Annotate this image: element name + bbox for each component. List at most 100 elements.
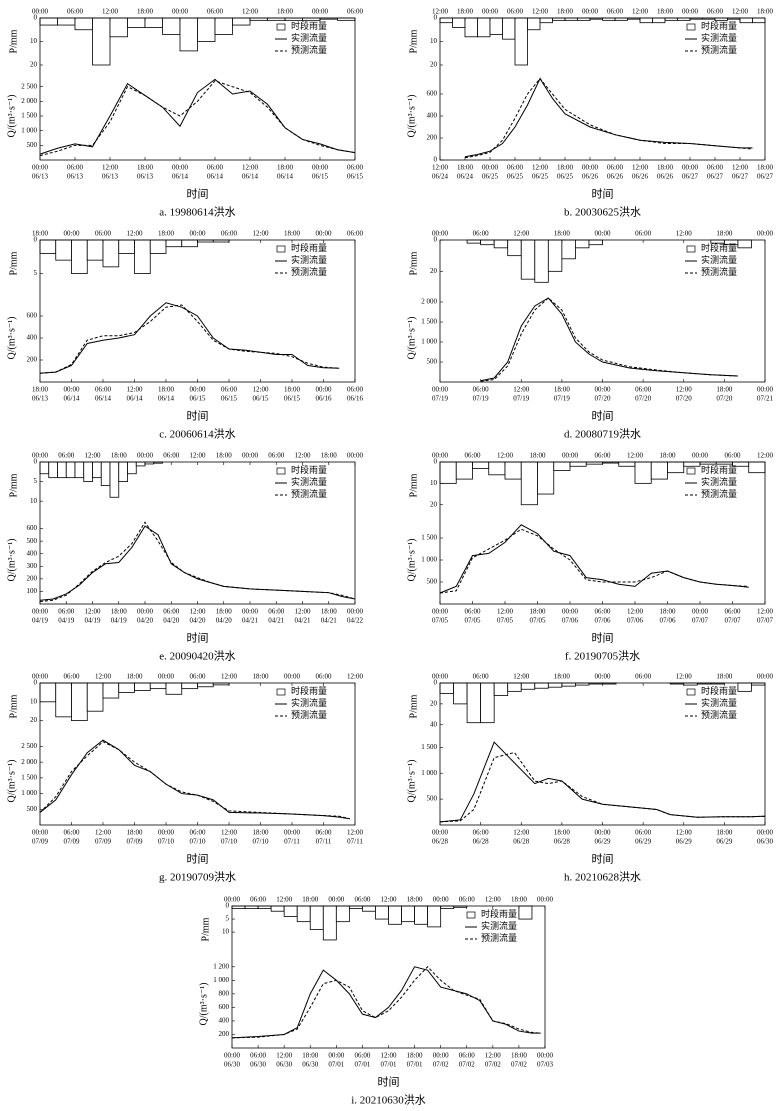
x-tick-label-top: 12:00 xyxy=(513,230,529,238)
x-tick-date: 07/19 xyxy=(432,395,448,403)
rain-bar xyxy=(504,461,522,480)
x-axis-label: 时间 xyxy=(592,853,614,866)
rain-bar xyxy=(109,461,120,498)
x-tick-date: 07/02 xyxy=(485,1061,501,1069)
caption: e. 20090420洪水 xyxy=(159,649,235,663)
rain-bar xyxy=(55,682,72,718)
rain-bar xyxy=(480,239,495,246)
flow-line xyxy=(231,966,541,1039)
rain-bar xyxy=(118,239,135,254)
rain-bar xyxy=(547,239,563,272)
x-tick-date: 04/22 xyxy=(347,617,363,625)
x-tick-label-top: 18:00 xyxy=(137,8,153,16)
x-tick-label-top: 12:00 xyxy=(757,452,773,460)
x-tick-label-top: 18:00 xyxy=(32,230,48,238)
legend-label: 预测流量 xyxy=(291,266,327,277)
y-tick-label: 200 xyxy=(219,1030,230,1038)
x-tick-label: 18:00 xyxy=(253,829,269,837)
y-axis-label: P/mm xyxy=(408,473,419,497)
x-tick-date: 06/15 xyxy=(284,395,300,403)
x-tick-label: 06:00 xyxy=(725,608,741,616)
x-tick-label: 06:00 xyxy=(354,1052,370,1060)
x-tick-label: 18:00 xyxy=(284,386,300,394)
x-tick-date: 06/30 xyxy=(276,1061,292,1069)
x-tick-date: 06/15 xyxy=(190,395,206,403)
x-tick-label-top: 12:00 xyxy=(497,452,513,460)
x-tick-date: 06/25 xyxy=(507,173,523,181)
rain-bar xyxy=(439,461,457,484)
y-axis-label: P/mm xyxy=(408,29,419,53)
x-tick-label-top: 00:00 xyxy=(595,230,611,238)
rain-bar xyxy=(144,17,163,28)
x-tick-label: 00:00 xyxy=(158,829,174,837)
x-tick-label-top: 06:00 xyxy=(268,452,284,460)
x-tick-label: 18:00 xyxy=(158,386,174,394)
rain-bar xyxy=(477,17,491,38)
legend-label: 预测流量 xyxy=(701,488,737,499)
x-tick-date: 07/10 xyxy=(158,838,174,846)
rain-bar xyxy=(518,905,533,920)
x-tick-date: 06/28 xyxy=(513,838,529,846)
x-tick-label-top: 18:00 xyxy=(407,896,423,904)
rain-bar xyxy=(296,905,311,923)
rain-bar xyxy=(118,461,128,482)
flow-line xyxy=(439,741,766,823)
x-tick-label: 06:00 xyxy=(95,386,111,394)
y-tick-label: 2 000 xyxy=(21,97,37,105)
x-tick-label-top: 18:00 xyxy=(277,8,293,16)
x-tick-date: 06/29 xyxy=(595,838,611,846)
rain-bar xyxy=(127,461,137,475)
rain-bar xyxy=(135,461,146,467)
rain-y-tick-label: 0 xyxy=(34,679,38,687)
x-tick-label-top: 18:00 xyxy=(158,230,174,238)
y-tick-label: 500 xyxy=(427,578,438,586)
rain-bar xyxy=(102,682,120,699)
x-tick-date: 07/10 xyxy=(253,838,269,846)
legend-label: 预测流量 xyxy=(701,266,737,277)
x-tick-date: 07/05 xyxy=(432,617,448,625)
x-tick-label-top: 18:00 xyxy=(530,452,546,460)
rain-bar xyxy=(472,461,490,469)
x-tick-date: 06/16 xyxy=(347,395,363,403)
x-tick-label: 00:00 xyxy=(64,386,80,394)
x-tick-label-top: 06:00 xyxy=(595,452,611,460)
x-tick-date: 07/07 xyxy=(725,617,741,625)
x-tick-label-top: 06:00 xyxy=(473,673,489,681)
x-tick-label-top: 12:00 xyxy=(513,673,529,681)
x-tick-date: 07/20 xyxy=(676,395,692,403)
y-axis-label: Q/(m³·s⁻¹) xyxy=(6,317,17,360)
rain-bar xyxy=(39,239,57,254)
rain-bar xyxy=(335,905,350,923)
rain-bar xyxy=(181,682,198,690)
x-tick-label-top: 00:00 xyxy=(582,8,598,16)
x-tick-date: 06/30 xyxy=(757,838,773,846)
y-tick-label: 1 000 xyxy=(213,976,229,984)
x-tick-label: 00:00 xyxy=(32,829,48,837)
x-tick-label: 12:00 xyxy=(276,1052,292,1060)
x-tick-label: 12:00 xyxy=(513,386,529,394)
plot-frame xyxy=(439,17,766,161)
rain-bar xyxy=(439,17,453,24)
y-tick-label: 200 xyxy=(27,356,38,364)
x-tick-date: 06/25 xyxy=(557,173,573,181)
x-axis-label: 时间 xyxy=(187,410,209,423)
rain-bar xyxy=(453,682,468,705)
x-tick-date: 07/19 xyxy=(473,395,489,403)
x-tick-label: 18:00 xyxy=(657,164,673,172)
x-tick-date: 07/09 xyxy=(127,838,143,846)
legend-label: 时段雨量 xyxy=(291,685,327,696)
legend-swatch xyxy=(686,23,696,31)
x-tick-label-top: 00:00 xyxy=(432,673,448,681)
x-tick-label: 06:00 xyxy=(207,164,223,172)
y-tick-label: 400 xyxy=(27,549,38,557)
x-tick-label: 12:00 xyxy=(676,386,692,394)
y-tick-label: 2 000 xyxy=(21,758,37,766)
legend-label: 实测流量 xyxy=(291,697,327,708)
x-tick-label-top: 06:00 xyxy=(354,896,370,904)
rain-y-tick-label: 20 xyxy=(430,61,438,69)
legend-label: 预测流量 xyxy=(291,488,327,499)
x-tick-date: 07/02 xyxy=(433,1061,449,1069)
rain-bar xyxy=(493,239,509,249)
y-tick-label: 400 xyxy=(219,1017,230,1025)
x-tick-label-top: 06:00 xyxy=(67,8,83,16)
